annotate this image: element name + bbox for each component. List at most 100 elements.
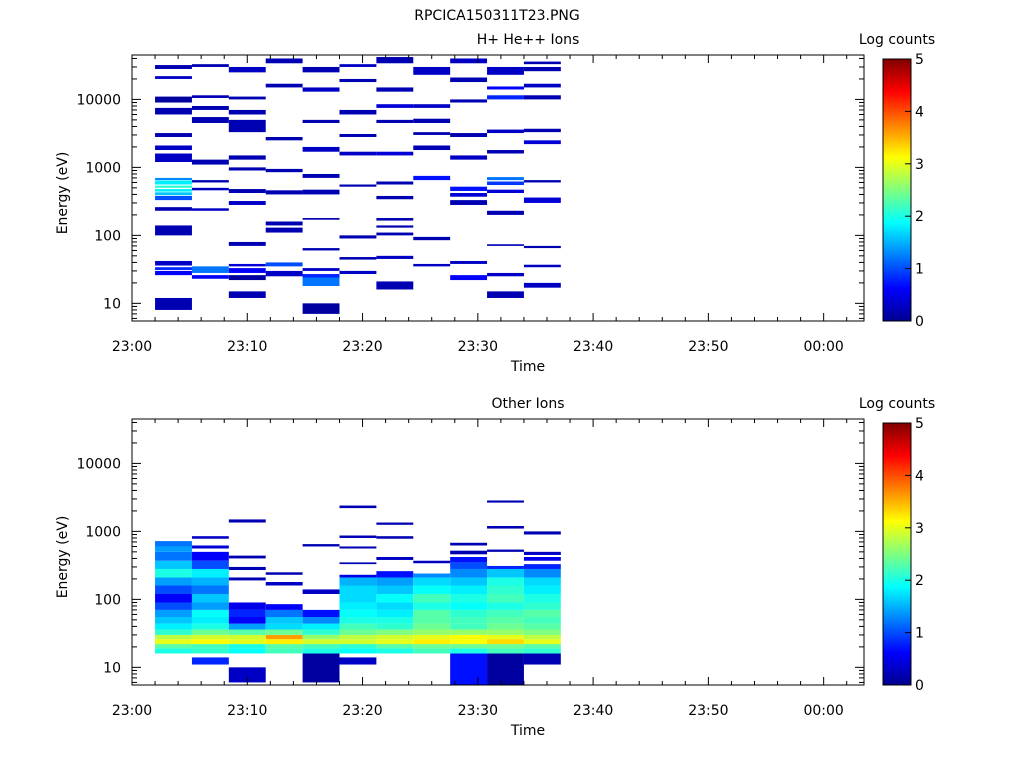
heatmap-cell [265,136,303,141]
heatmap-cell [302,66,340,73]
heatmap-cell [523,629,561,635]
heatmap-cell [155,192,192,196]
heatmap-cell [228,275,266,281]
heatmap-cell [155,585,192,594]
heatmap-cell [523,648,561,654]
heatmap-cell [228,109,266,115]
heatmap-cell [376,119,414,123]
heatmap-cell [302,274,340,278]
heatmap-cell [523,568,561,578]
x-tick-label: 23:50 [688,339,728,355]
heatmap-cell [339,133,377,137]
heatmap-cell [155,617,192,624]
heatmap-cell [155,145,192,151]
heatmap-cell [523,602,561,610]
heatmap-cell [523,593,561,603]
heatmap-cell [302,648,340,654]
heatmap-cell [265,572,303,575]
heatmap-cell [302,119,340,123]
heatmap-cell [376,281,414,290]
heatmap-cell [376,232,414,236]
heatmap-cell [413,132,451,135]
heatmap-cell [302,146,340,152]
heatmap-cell [413,644,451,649]
heatmap-cell [302,634,340,640]
heatmap-cell [487,585,524,594]
heatmap-cell [155,644,192,649]
x-tick-label: 23:10 [227,339,267,355]
heatmap-cell [450,617,488,624]
colorbar: Log counts 0 1 2 3 4 5 [859,396,935,694]
heatmap-cell [487,66,524,75]
heatmap-cell [376,151,414,156]
heatmap-cell [191,657,229,665]
heatmap-cell [155,133,192,137]
heatmap-cell [376,634,414,640]
y-tick-label: 10 [103,296,121,312]
heatmap-cell [450,585,488,594]
heatmap-cell [228,566,266,571]
heatmap-cell [523,564,561,569]
heatmap-cell [228,263,266,267]
heatmap-cell [450,550,488,555]
heatmap-cell [191,568,229,578]
heatmap-cell [339,574,377,578]
heatmap-cell [523,577,561,586]
heatmap-cell [155,177,192,181]
heatmap-cell [191,634,229,640]
heatmap-cell [413,602,451,610]
heatmap-cell [487,272,524,277]
heatmap-cell [339,577,377,586]
heatmap-cell [523,245,561,249]
heatmap-cell [302,87,340,92]
heatmap-cell [413,66,451,75]
heatmap-cell [413,629,451,635]
heatmap-cell [376,602,414,610]
heatmap-cell [339,562,377,565]
heatmap-cell [339,78,377,83]
heatmap-cell [523,617,561,624]
colorbar-tick-label: 4 [915,104,924,120]
heatmap-cell [413,573,451,578]
heatmap-cell [450,133,488,137]
heatmap-cell [155,96,192,103]
heatmap-cell [487,568,524,578]
colorbar-tick-label: 4 [915,468,924,484]
heatmap-cell [228,617,266,624]
heatmap-cell [191,117,229,123]
heatmap-cell [265,644,303,649]
heatmap-cell [523,264,561,268]
heatmap-cell [191,536,229,539]
heatmap-cell [302,268,340,271]
heatmap-cell [191,64,229,67]
heatmap-cell [450,58,488,64]
heatmap-cell [191,577,229,586]
heatmap-cell [376,195,414,200]
heatmap-cell [376,609,414,618]
heatmap-cell [228,639,266,645]
heatmap-cell [413,236,451,241]
heatmap-cell [191,551,229,561]
heatmap-cell [228,189,266,193]
colorbar-tick-label: 0 [915,314,924,330]
heatmap-cell [155,648,192,654]
heatmap-cell [376,218,414,221]
y-tick-label: 100 [94,592,121,608]
heatmap-cells [155,500,561,685]
heatmap-cell [487,129,524,134]
heatmap-cell [265,648,303,654]
heatmap-cell [376,181,414,185]
heatmap-cell [302,653,340,683]
heatmap-cell [523,639,561,645]
heatmap-cell [376,536,414,539]
y-tick-label: 100 [94,228,121,244]
heatmap-cell [228,609,266,618]
heatmap-cell [228,119,266,133]
heatmap-cell [450,593,488,603]
heatmap-cell [302,623,340,630]
colorbar-tick-label: 2 [915,209,924,225]
heatmap-cell [523,197,561,203]
x-tick-label: 23:10 [227,703,267,719]
heatmap-cell [450,99,488,103]
heatmap-cell [376,629,414,635]
